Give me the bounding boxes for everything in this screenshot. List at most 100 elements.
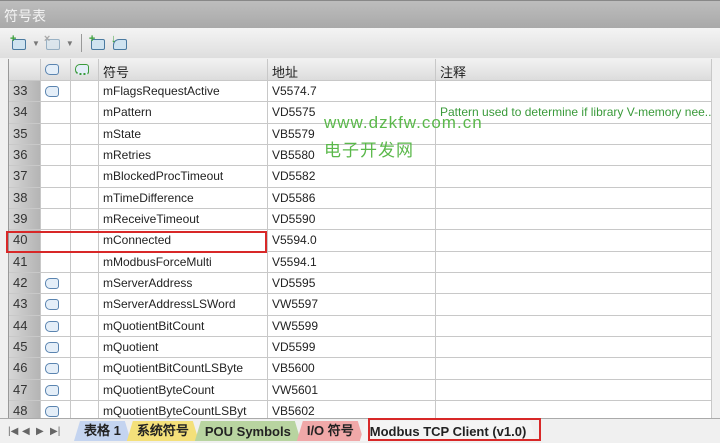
address-cell[interactable]: VD5595	[268, 272, 436, 294]
address-cell[interactable]: VB5579	[268, 123, 436, 144]
address-cell[interactable]: V5574.7	[268, 81, 436, 102]
row-number[interactable]: 36	[9, 144, 41, 166]
table-row[interactable]: 45 mQuotient VD5599	[9, 336, 712, 359]
symbol-cell[interactable]: mConnected	[99, 230, 268, 251]
comment-cell[interactable]	[436, 400, 712, 418]
header-comment[interactable]: 注释	[436, 59, 712, 80]
comment-cell[interactable]: Pattern used to determine if library V-m…	[436, 102, 712, 123]
table-row[interactable]: 38 mTimeDifference VD5586	[9, 187, 712, 209]
row-number[interactable]: 42	[9, 272, 41, 294]
address-cell[interactable]: V5594.0	[268, 230, 436, 251]
address-cell[interactable]: VD5590	[268, 208, 436, 230]
comment-cell[interactable]	[436, 187, 712, 208]
table-row[interactable]: 35 mState VB5579	[9, 123, 712, 145]
comment-cell[interactable]	[436, 123, 712, 144]
symbol-cell[interactable]: mTimeDifference	[99, 187, 268, 208]
prev-tab-icon[interactable]: ◀	[22, 425, 30, 437]
delete-dropdown-icon[interactable]: ▼	[65, 38, 74, 48]
symbol-cell[interactable]: mModbusForceMulti	[99, 251, 268, 272]
table-row[interactable]: 46 mQuotientBitCountLSByte VB5600	[9, 358, 712, 380]
comment-cell[interactable]	[436, 336, 712, 358]
header-symbol[interactable]: 符号	[99, 59, 268, 80]
row-number[interactable]: 46	[9, 358, 41, 379]
row-number[interactable]: 47	[9, 379, 41, 400]
comment-cell[interactable]	[436, 144, 712, 166]
table-row[interactable]: 48 mQuotientByteCountLSByt VB5602	[9, 400, 712, 418]
comment-cell[interactable]	[436, 208, 712, 230]
address-cell[interactable]: VB5602	[268, 400, 436, 418]
address-cell[interactable]: VW5601	[268, 379, 436, 400]
symbol-cell[interactable]: mQuotientBitCount	[99, 315, 268, 336]
delete-symbol-icon[interactable]: ×	[44, 34, 62, 52]
row-number[interactable]: 40	[9, 230, 41, 251]
symbol-cell[interactable]: mServerAddress	[99, 272, 268, 294]
address-cell[interactable]: VW5597	[268, 294, 436, 315]
tab-4[interactable]: Modbus TCP Client (v1.0)	[360, 421, 537, 441]
address-cell[interactable]: VB5580	[268, 144, 436, 166]
symbol-cell[interactable]: mServerAddressLSWord	[99, 294, 268, 315]
table-row[interactable]: 47 mQuotientByteCount VW5601	[9, 379, 712, 401]
address-cell[interactable]: VD5599	[268, 336, 436, 358]
add-dropdown-icon[interactable]: ▼	[32, 38, 40, 48]
comment-cell[interactable]	[436, 230, 712, 251]
symbol-cell[interactable]: mRetries	[99, 144, 268, 166]
table-row[interactable]: 42 mServerAddress VD5595	[9, 272, 712, 295]
table-row[interactable]: 39 mReceiveTimeout VD5590	[9, 208, 712, 231]
comment-cell[interactable]	[436, 294, 712, 315]
row-number[interactable]: 37	[9, 166, 41, 187]
comment-cell[interactable]	[436, 166, 712, 187]
address-cell[interactable]: VD5575	[268, 102, 436, 123]
header-address[interactable]: 地址	[268, 59, 436, 80]
next-tab-icon[interactable]: ▶	[36, 425, 44, 437]
comment-cell[interactable]	[436, 81, 712, 102]
comment-cell[interactable]	[436, 379, 712, 400]
table-row[interactable]: 37 mBlockedProcTimeout VD5582	[9, 166, 712, 188]
row-number[interactable]: 39	[9, 208, 41, 230]
tab-3[interactable]: I/O 符号	[297, 421, 364, 441]
row-number[interactable]: 45	[9, 336, 41, 358]
comment-cell[interactable]	[436, 315, 712, 336]
symbol-cell[interactable]: mReceiveTimeout	[99, 208, 268, 230]
row-number[interactable]: 48	[9, 400, 41, 418]
table-row[interactable]: 33 mFlagsRequestActive V5574.7	[9, 81, 712, 103]
symbol-cell[interactable]: mPattern	[99, 102, 268, 123]
row-number[interactable]: 33	[9, 81, 41, 102]
table-row[interactable]: 34 mPattern VD5575 Pattern used to deter…	[9, 102, 712, 124]
header-symbol-icon-col[interactable]	[41, 59, 71, 80]
table-row[interactable]: 36 mRetries VB5580	[9, 144, 712, 167]
address-cell[interactable]: VB5600	[268, 358, 436, 379]
create-table-icon[interactable]: +	[89, 34, 107, 52]
symbol-cell[interactable]: mFlagsRequestActive	[99, 81, 268, 102]
comment-cell[interactable]	[436, 251, 712, 272]
row-number[interactable]: 43	[9, 294, 41, 315]
address-cell[interactable]: VD5582	[268, 166, 436, 187]
first-tab-icon[interactable]: |◀	[8, 425, 19, 437]
row-number[interactable]: 38	[9, 187, 41, 208]
table-row[interactable]: 41 mModbusForceMulti V5594.1	[9, 251, 712, 273]
last-tab-icon[interactable]: ▶|	[50, 425, 61, 437]
address-cell[interactable]: VW5599	[268, 315, 436, 336]
table-row[interactable]: 44 mQuotientBitCount VW5599	[9, 315, 712, 337]
symbol-cell[interactable]: mBlockedProcTimeout	[99, 166, 268, 187]
address-cell[interactable]: VD5586	[268, 187, 436, 208]
comment-cell[interactable]	[436, 272, 712, 294]
symbol-cell[interactable]: mQuotientBitCountLSByte	[99, 358, 268, 379]
row-number[interactable]: 34	[9, 102, 41, 123]
symbol-cell[interactable]: mQuotientByteCountLSByt	[99, 400, 268, 418]
update-icon[interactable]: ↓	[111, 34, 129, 52]
row-number[interactable]: 35	[9, 123, 41, 144]
tab-1[interactable]: 系统符号	[127, 421, 199, 441]
tab-0[interactable]: 表格 1	[74, 421, 131, 441]
header-comment-icon-col[interactable]	[71, 59, 99, 80]
table-row[interactable]: 40 mConnected V5594.0	[9, 230, 712, 252]
symbol-cell[interactable]: mQuotientByteCount	[99, 379, 268, 400]
symbol-cell[interactable]: mState	[99, 123, 268, 144]
comment-cell[interactable]	[436, 358, 712, 379]
row-number[interactable]: 41	[9, 251, 41, 272]
address-cell[interactable]: V5594.1	[268, 251, 436, 272]
table-row[interactable]: 43 mServerAddressLSWord VW5597	[9, 294, 712, 316]
tab-2[interactable]: POU Symbols	[195, 421, 301, 441]
symbol-cell[interactable]: mQuotient	[99, 336, 268, 358]
row-number[interactable]: 44	[9, 315, 41, 336]
add-symbol-icon[interactable]: +	[10, 34, 28, 52]
